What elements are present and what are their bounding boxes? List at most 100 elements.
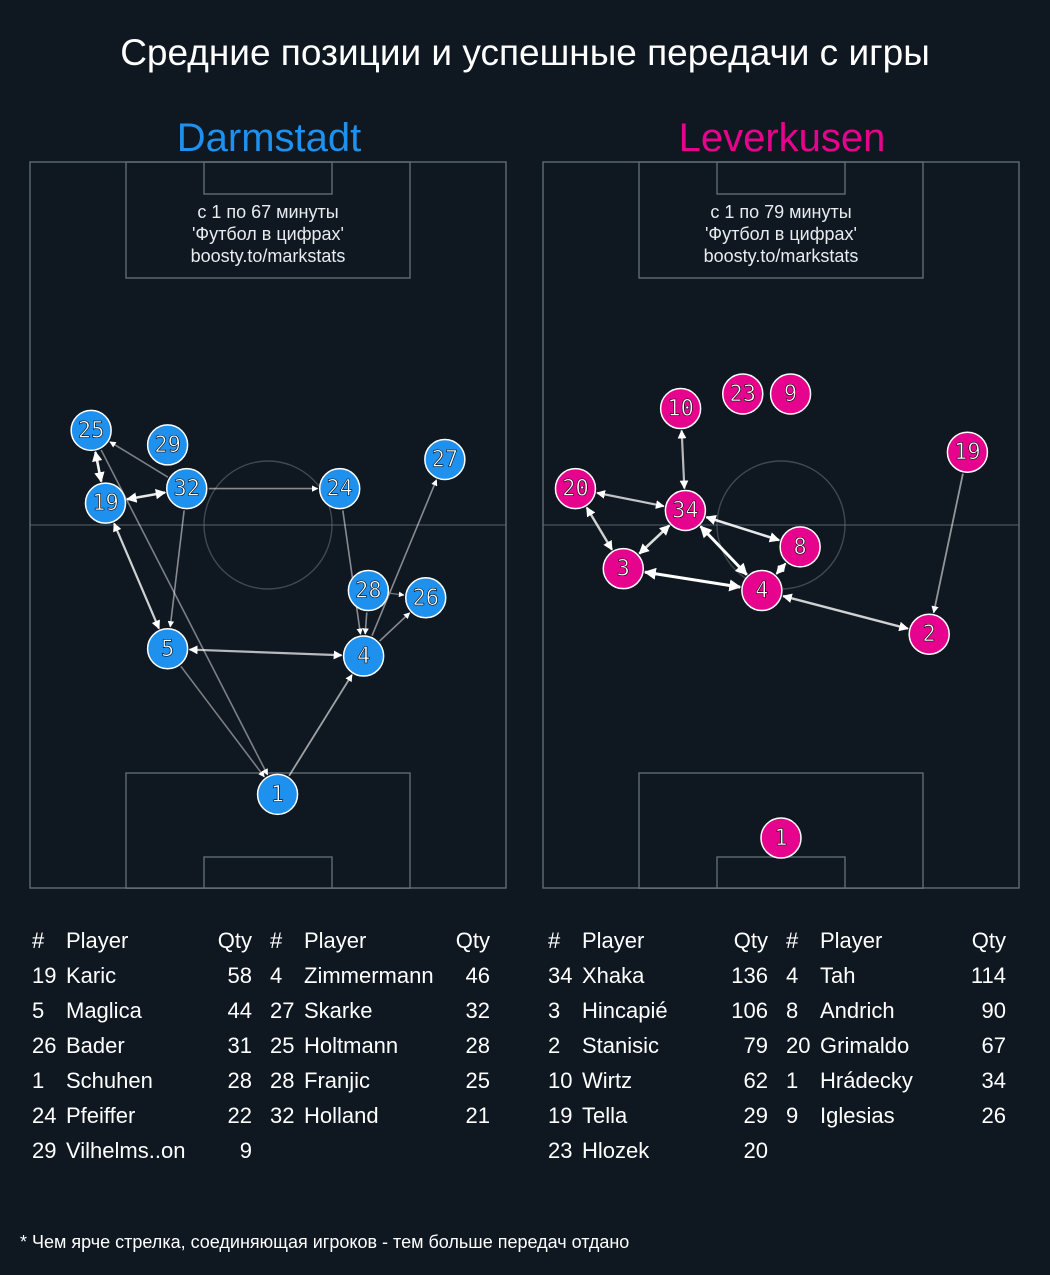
footnote: * Чем ярче стрелка, соединяющая игроков … (20, 1232, 630, 1252)
table-cell-num: 29 (32, 1138, 57, 1163)
player-circle (779, 526, 821, 568)
player-circle (946, 431, 989, 473)
table-row: 20 Grimaldo 67 (786, 1033, 1006, 1068)
table-cell-name: Hrádecky (820, 1068, 913, 1093)
table-leverkusen-col-2: # Player Qty 4 Tah 114 8 Andrich 90 20 Grimaldo 67 1… (786, 928, 1006, 1138)
table-cell-name: Hlozek (582, 1138, 650, 1163)
player-circle (318, 467, 361, 510)
player-node-8: 8 (779, 526, 821, 568)
table-cell-qty: 46 (465, 963, 490, 988)
table-cell-num: 9 (786, 1103, 799, 1128)
table-row: 4 Zimmermann 46 (270, 963, 490, 998)
pass-arrow-25-1 (100, 449, 269, 776)
pass-arrow-20-34 (596, 490, 665, 509)
table-cell-num: 26 (32, 1033, 57, 1058)
table-cell-num: 4 (786, 963, 799, 988)
pass-arrow-4-27 (371, 479, 438, 637)
player-node-34: 34 (664, 489, 707, 532)
pass-arrow-19-2 (931, 473, 964, 614)
table-cell-num: 19 (548, 1103, 573, 1128)
table-cell-name: Franjic (304, 1068, 371, 1093)
table-cell-qty: 31 (227, 1033, 252, 1058)
table-cell-num: 27 (270, 998, 295, 1023)
table-cell-num: 25 (270, 1033, 295, 1058)
player-node-4: 4 (741, 569, 783, 612)
table-cell-name: Player (66, 928, 129, 953)
player-node-4: 4 (342, 635, 385, 677)
penalty-box-bottom (638, 772, 924, 889)
player-node-9: 9 (769, 373, 812, 415)
table-cell-num: 4 (270, 963, 283, 988)
player-number: 27 (432, 447, 459, 472)
table-cell-qty: 29 (743, 1103, 768, 1128)
player-number: 29 (154, 433, 181, 458)
player-nodes: 25 29 19 32 24 27 28 26 5 4 1 (70, 409, 466, 816)
table-cell-qty: 67 (981, 1033, 1006, 1058)
player-number: 4 (357, 644, 370, 669)
table-cell-name: Wirtz (582, 1068, 633, 1093)
pass-arrow-32-25 (109, 441, 169, 478)
player-circle (722, 373, 764, 415)
team-name-leverkusen: Leverkusen (678, 116, 886, 160)
player-number: 19 (92, 491, 119, 516)
table-cell-qty: 90 (981, 998, 1006, 1023)
table-row: 24 Pfeiffer 22 (32, 1103, 252, 1138)
table-cell-name: Bader (66, 1033, 125, 1058)
table-cell-qty: 34 (981, 1068, 1006, 1093)
table-cell-name: Hincapié (582, 998, 668, 1023)
table-cell-name: Karic (66, 963, 117, 988)
table-cell-qty: 106 (731, 998, 768, 1023)
table-cell-name: Holland (304, 1103, 379, 1128)
player-node-24: 24 (318, 467, 361, 510)
table-cell-name: Vilhelms..on (66, 1138, 186, 1163)
table-cell-qty: Qty (733, 928, 768, 953)
table-cell-qty: 62 (743, 1068, 768, 1093)
player-circle (404, 577, 447, 619)
table-cell-name: Holtmann (304, 1033, 399, 1058)
page-title: Средние позиции и успешные передачи с иг… (120, 32, 930, 73)
goal-box-bottom (203, 856, 333, 889)
player-circle (347, 569, 390, 612)
table-cell-qty: 136 (731, 963, 768, 988)
table-row: 28 Franjic 25 (270, 1068, 490, 1103)
pitch-lines (29, 161, 507, 889)
player-node-28: 28 (347, 569, 390, 612)
pass-arrow-28-4 (362, 612, 369, 635)
table-cell-qty: 114 (970, 963, 1006, 988)
table-cell-name: Stanisic (582, 1033, 660, 1058)
table-cell-name: Grimaldo (820, 1033, 910, 1058)
table-cell-qty: 58 (227, 963, 252, 988)
player-node-20: 20 (554, 467, 597, 510)
player-node-19: 19 (84, 482, 127, 524)
player-number: 2 (923, 622, 936, 647)
table-cell-num: # (548, 928, 561, 953)
table-cell-name: Zimmermann (304, 963, 434, 988)
player-number: 4 (755, 579, 768, 604)
player-circle (908, 613, 950, 655)
table-cell-num: # (786, 928, 799, 953)
note-link: boosty.to/markstats (190, 246, 346, 266)
player-node-1: 1 (256, 773, 299, 816)
pitch-note-leverkusen: с 1 по 79 минуты 'Футбол в цифрах' boost… (542, 201, 1020, 267)
table-header-row: # Player Qty (548, 928, 768, 963)
table-cell-num: 24 (32, 1103, 57, 1128)
table-cell-qty: Qty (455, 928, 490, 953)
table-cell-num: 1 (786, 1068, 799, 1093)
player-number: 28 (355, 579, 382, 604)
note-minutes: с 1 по 79 минуты (710, 202, 852, 222)
table-cell-qty: 79 (743, 1033, 768, 1058)
table-cell-num: 23 (548, 1138, 573, 1163)
player-node-5: 5 (146, 628, 189, 670)
note-link: boosty.to/markstats (703, 246, 859, 266)
player-number: 34 (672, 498, 699, 523)
player-node-1: 1 (760, 817, 802, 859)
player-number: 9 (784, 382, 797, 407)
table-row: 3 Hincapié 106 (548, 998, 768, 1033)
table-cell-name: Pfeiffer (66, 1103, 136, 1128)
player-circle (256, 773, 299, 816)
table-darmstadt-col-1: # Player Qty 19 Karic 58 5 Maglica 44 26 Bader 31 1 S… (32, 928, 252, 1173)
table-cell-name: Player (582, 928, 645, 953)
table-row: 34 Xhaka 136 (548, 963, 768, 998)
